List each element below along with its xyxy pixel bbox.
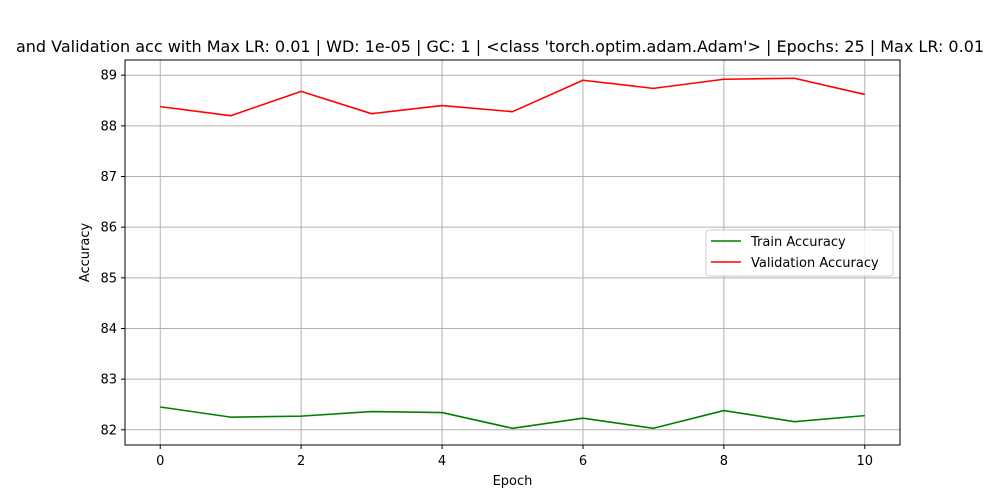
x-tick-label: 2 [297, 454, 305, 469]
x-tick-label: 6 [579, 454, 587, 469]
legend-label: Train Accuracy [750, 235, 846, 250]
y-tick-label: 87 [100, 170, 117, 185]
series-line-validation-accuracy [160, 77, 865, 117]
y-tick-label: 83 [100, 373, 117, 388]
chart-legend: Train Accuracy Validation Accuracy [705, 229, 894, 277]
y-tick-label: 82 [100, 423, 117, 438]
series-line-train-accuracy [160, 406, 865, 430]
x-axis-ticks: 0 2 4 6 8 10 [156, 445, 873, 469]
x-tick-label: 8 [720, 454, 728, 469]
x-tick-label: 4 [438, 454, 446, 469]
y-tick-label: 86 [100, 221, 117, 236]
y-tick-label: 88 [100, 119, 117, 134]
y-tick-label: 85 [100, 271, 117, 286]
x-tick-label: 10 [856, 454, 873, 469]
x-axis-label: Epoch [493, 474, 533, 489]
y-tick-label: 84 [100, 322, 117, 337]
y-tick-label: 89 [100, 69, 117, 84]
series-lines [160, 77, 865, 430]
y-axis-ticks: 82 83 84 85 86 87 88 89 [100, 69, 125, 438]
legend-label: Validation Accuracy [751, 256, 879, 271]
y-axis-label: Accuracy [78, 223, 93, 283]
legend-box [705, 229, 894, 277]
plot-frame [124, 59, 901, 446]
x-tick-label: 0 [156, 454, 164, 469]
chart-title: and Validation acc with Max LR: 0.01 | W… [16, 37, 984, 56]
legend-items: Train Accuracy Validation Accuracy [711, 235, 879, 271]
